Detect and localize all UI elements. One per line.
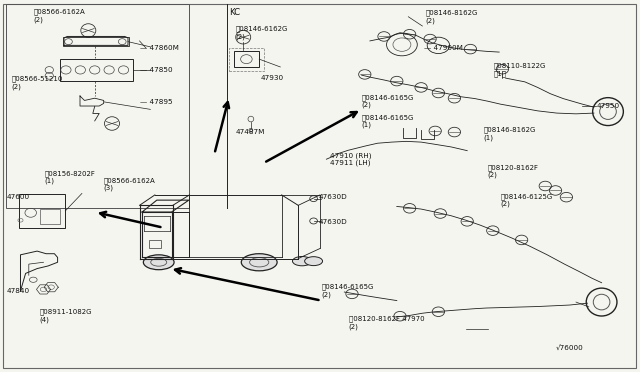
Text: ⒲08146-6162G
(2): ⒲08146-6162G (2)	[236, 26, 288, 40]
Text: 47630D: 47630D	[319, 194, 348, 200]
Bar	[60, 59, 133, 81]
Text: ⒲08146-6165G
(2): ⒲08146-6165G (2)	[362, 94, 414, 108]
Bar	[40, 209, 60, 224]
Ellipse shape	[143, 255, 174, 270]
Ellipse shape	[241, 254, 277, 271]
Text: ⒲08146-6125G
(2): ⒲08146-6125G (2)	[500, 193, 553, 207]
Text: 47840: 47840	[6, 288, 29, 294]
Text: KC: KC	[229, 8, 240, 17]
Bar	[6, 4, 189, 208]
Ellipse shape	[292, 257, 312, 266]
Text: — 47860M: — 47860M	[140, 45, 179, 51]
Text: — 47850: — 47850	[140, 67, 172, 73]
Text: ⒲08120-8162F 47970
(2): ⒲08120-8162F 47970 (2)	[349, 316, 424, 330]
Bar	[234, 51, 259, 67]
Bar	[19, 194, 65, 228]
Text: 47910 (RH)
47911 (LH): 47910 (RH) 47911 (LH)	[330, 152, 371, 166]
Text: ⒲08120-8162F
(2): ⒲08120-8162F (2)	[488, 164, 539, 178]
Text: 47950: 47950	[596, 103, 620, 109]
Bar	[229, 48, 264, 71]
Text: 47600: 47600	[6, 194, 29, 200]
Text: Ⓜ08566-6162A
(2): Ⓜ08566-6162A (2)	[33, 9, 85, 23]
Text: Ⓜ08566-51210
(2): Ⓜ08566-51210 (2)	[12, 76, 63, 90]
Text: ⒲08146-6165G
(1): ⒲08146-6165G (1)	[362, 114, 414, 128]
Text: — 47895: — 47895	[140, 99, 172, 105]
Text: Ⓞ08911-1082G
(4): Ⓞ08911-1082G (4)	[40, 308, 92, 323]
Text: 47487M: 47487M	[236, 129, 265, 135]
Bar	[149, 240, 161, 248]
Text: — 47900M: — 47900M	[424, 45, 463, 51]
Text: ⒲08146-8162G
(2): ⒲08146-8162G (2)	[426, 10, 478, 24]
Text: 47930: 47930	[261, 75, 284, 81]
Text: ⒲08146-6165G
(2): ⒲08146-6165G (2)	[321, 284, 374, 298]
Text: ⒲08156-8202F
(1): ⒲08156-8202F (1)	[45, 170, 95, 184]
Text: ⒲08110-8122G
（1）: ⒲08110-8122G （1）	[494, 63, 547, 77]
Text: √76000: √76000	[556, 346, 583, 352]
Bar	[63, 37, 129, 46]
Text: Ⓜ08566-6162A
(3): Ⓜ08566-6162A (3)	[104, 177, 156, 191]
Text: 47630D: 47630D	[319, 219, 348, 225]
Ellipse shape	[305, 257, 323, 266]
Text: ⒲08146-8162G
(1): ⒲08146-8162G (1)	[483, 127, 536, 141]
